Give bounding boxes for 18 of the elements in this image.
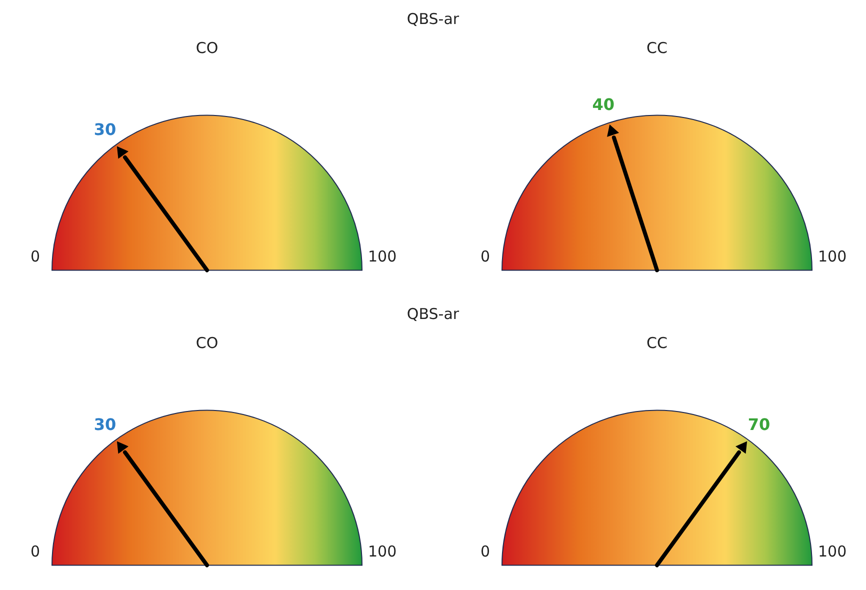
data-label: 30 [94, 414, 116, 434]
text: CO [196, 39, 218, 57]
text: 0 [480, 542, 490, 560]
text: 0 [480, 247, 490, 266]
text: QBS-ar [406, 10, 460, 28]
text: 100 [818, 542, 847, 560]
text: QBS-ar [406, 305, 460, 323]
text: 100 [818, 247, 847, 266]
data-label: 30 [94, 120, 116, 139]
data-label: 70 [748, 414, 770, 434]
text: 100 [368, 542, 397, 560]
text: 0 [30, 247, 40, 266]
data-label: 40 [592, 95, 614, 114]
text: 0 [30, 542, 40, 560]
text: CO [196, 334, 218, 352]
text: CC [646, 39, 668, 57]
text: 100 [368, 247, 397, 266]
text: CC [646, 334, 668, 352]
